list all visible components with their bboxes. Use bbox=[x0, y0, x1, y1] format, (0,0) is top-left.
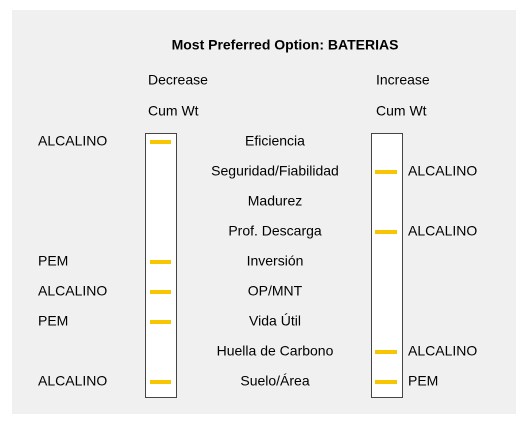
decrease-option: ALCALINO bbox=[38, 133, 107, 149]
increase-subheading: Cum Wt bbox=[376, 103, 427, 119]
decrease-marker bbox=[150, 140, 171, 144]
criterion-label: Huella de Carbono bbox=[217, 343, 334, 359]
increase-marker bbox=[375, 230, 397, 234]
criterion-label: Seguridad/Fiabilidad bbox=[211, 163, 339, 179]
criterion-label: Madurez bbox=[248, 193, 302, 209]
increase-option: ALCALINO bbox=[408, 163, 477, 179]
criterion-label: OP/MNT bbox=[248, 283, 303, 299]
decrease-bar bbox=[145, 133, 177, 398]
increase-heading: Increase bbox=[376, 72, 430, 88]
decrease-option: PEM bbox=[38, 313, 68, 329]
decrease-option: ALCALINO bbox=[38, 283, 107, 299]
title: Most Preferred Option: BATERIAS bbox=[172, 37, 399, 53]
panel bbox=[12, 10, 516, 414]
criterion-label: Vida Útil bbox=[249, 313, 301, 329]
criterion-label: Suelo/Área bbox=[240, 373, 309, 389]
increase-marker bbox=[375, 170, 397, 174]
decrease-marker bbox=[150, 260, 171, 264]
increase-option: PEM bbox=[408, 373, 438, 389]
decrease-subheading: Cum Wt bbox=[148, 103, 199, 119]
increase-option: ALCALINO bbox=[408, 223, 477, 239]
decrease-marker bbox=[150, 380, 171, 384]
increase-marker bbox=[375, 350, 397, 354]
criterion-label: Inversión bbox=[247, 253, 304, 269]
decrease-marker bbox=[150, 320, 171, 324]
decrease-option: PEM bbox=[38, 253, 68, 269]
decrease-option: ALCALINO bbox=[38, 373, 107, 389]
decrease-heading: Decrease bbox=[148, 72, 208, 88]
criterion-label: Eficiencia bbox=[245, 133, 305, 149]
increase-marker bbox=[375, 380, 397, 384]
increase-option: ALCALINO bbox=[408, 343, 477, 359]
criterion-label: Prof. Descarga bbox=[228, 223, 322, 239]
decrease-marker bbox=[150, 290, 171, 294]
